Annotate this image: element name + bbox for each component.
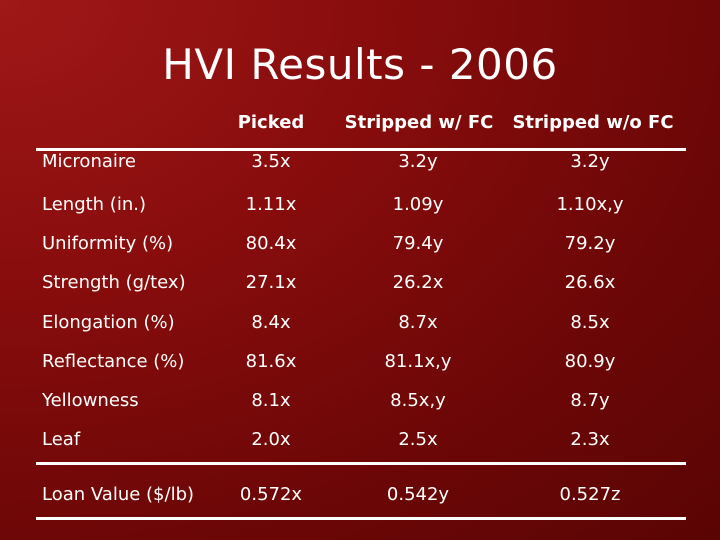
table-row: Micronaire 3.5x 3.2y 3.2y (0, 151, 720, 181)
row-label: Loan Value ($/lb) (42, 484, 195, 505)
row-label: Elongation (%) (42, 312, 175, 333)
cell-stripped-with-fc: 3.2y (398, 151, 438, 172)
table-row: Strength (g/tex) 27.1x 26.2x 26.6x (0, 272, 720, 302)
column-header-stripped-with-fc: Stripped w/ FC (344, 112, 494, 133)
cell-picked: 0.572x (239, 484, 303, 505)
table-row: Leaf 2.0x 2.5x 2.3x (0, 429, 720, 459)
row-label: Reflectance (%) (42, 351, 185, 372)
table-row: Length (in.) 1.11x 1.09y 1.10x,y (0, 194, 720, 224)
table-row: Yellowness 8.1x 8.5x,y 8.7y (0, 390, 720, 420)
cell-stripped-without-fc: 26.6x (564, 272, 616, 293)
footer-divider (36, 462, 686, 465)
cell-stripped-without-fc: 3.2y (570, 151, 610, 172)
row-label: Yellowness (42, 390, 139, 411)
cell-stripped-without-fc: 80.9y (564, 351, 616, 372)
cell-stripped-with-fc: 79.4y (392, 233, 444, 254)
loan-value-row: Loan Value ($/lb) 0.572x 0.542y 0.527z (0, 484, 720, 514)
cell-stripped-with-fc: 81.1x,y (384, 351, 452, 372)
cell-stripped-without-fc: 79.2y (564, 233, 616, 254)
row-label: Uniformity (%) (42, 233, 174, 254)
column-header-stripped-without-fc: Stripped w/o FC (512, 112, 674, 133)
page-title: HVI Results - 2006 (162, 40, 558, 89)
cell-stripped-with-fc: 1.09y (392, 194, 444, 215)
cell-stripped-without-fc: 2.3x (570, 429, 610, 450)
cell-stripped-without-fc: 8.7y (570, 390, 610, 411)
cell-stripped-without-fc: 0.527z (559, 484, 621, 505)
cell-stripped-with-fc: 8.5x,y (390, 390, 446, 411)
row-label: Leaf (42, 429, 81, 450)
row-label: Length (in.) (42, 194, 146, 215)
cell-stripped-without-fc: 8.5x (570, 312, 610, 333)
cell-picked: 81.6x (245, 351, 297, 372)
row-label: Strength (g/tex) (42, 272, 186, 293)
column-header-picked: Picked (237, 112, 305, 133)
table-row: Reflectance (%) 81.6x 81.1x,y 80.9y (0, 351, 720, 381)
bottom-divider (36, 517, 686, 520)
cell-picked: 3.5x (251, 151, 291, 172)
cell-picked: 8.4x (251, 312, 291, 333)
header-divider (36, 148, 686, 151)
cell-stripped-without-fc: 1.10x,y (556, 194, 624, 215)
cell-picked: 8.1x (251, 390, 291, 411)
cell-stripped-with-fc: 26.2x (392, 272, 444, 293)
cell-stripped-with-fc: 8.7x (398, 312, 438, 333)
cell-stripped-with-fc: 0.542y (386, 484, 450, 505)
cell-picked: 80.4x (245, 233, 297, 254)
table-row: Elongation (%) 8.4x 8.7x 8.5x (0, 312, 720, 342)
table-row: Uniformity (%) 80.4x 79.4y 79.2y (0, 233, 720, 263)
cell-picked: 1.11x (245, 194, 297, 215)
cell-picked: 2.0x (251, 429, 291, 450)
cell-stripped-with-fc: 2.5x (398, 429, 438, 450)
row-label: Micronaire (42, 151, 136, 172)
cell-picked: 27.1x (245, 272, 297, 293)
